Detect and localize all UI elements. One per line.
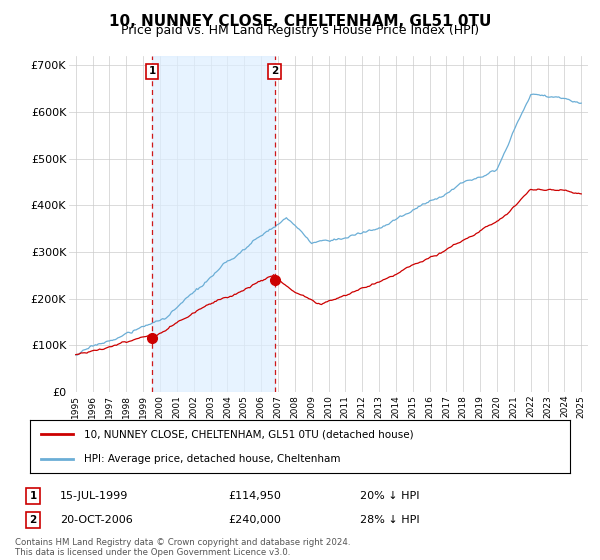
Text: 20% ↓ HPI: 20% ↓ HPI (360, 491, 419, 501)
Bar (152, 56, 275, 392)
Text: 2: 2 (271, 66, 278, 76)
Text: 20-OCT-2006: 20-OCT-2006 (60, 515, 133, 525)
Text: Price paid vs. HM Land Registry's House Price Index (HPI): Price paid vs. HM Land Registry's House … (121, 24, 479, 37)
Text: 10, NUNNEY CLOSE, CHELTENHAM, GL51 0TU: 10, NUNNEY CLOSE, CHELTENHAM, GL51 0TU (109, 14, 491, 29)
Text: HPI: Average price, detached house, Cheltenham: HPI: Average price, detached house, Chel… (84, 454, 341, 464)
Text: 2: 2 (29, 515, 37, 525)
Text: £240,000: £240,000 (228, 515, 281, 525)
Text: 1: 1 (29, 491, 37, 501)
Text: 10, NUNNEY CLOSE, CHELTENHAM, GL51 0TU (detached house): 10, NUNNEY CLOSE, CHELTENHAM, GL51 0TU (… (84, 430, 413, 440)
Text: Contains HM Land Registry data © Crown copyright and database right 2024.
This d: Contains HM Land Registry data © Crown c… (15, 538, 350, 557)
Text: 28% ↓ HPI: 28% ↓ HPI (360, 515, 419, 525)
Text: 1: 1 (149, 66, 156, 76)
Text: 15-JUL-1999: 15-JUL-1999 (60, 491, 128, 501)
Text: £114,950: £114,950 (228, 491, 281, 501)
